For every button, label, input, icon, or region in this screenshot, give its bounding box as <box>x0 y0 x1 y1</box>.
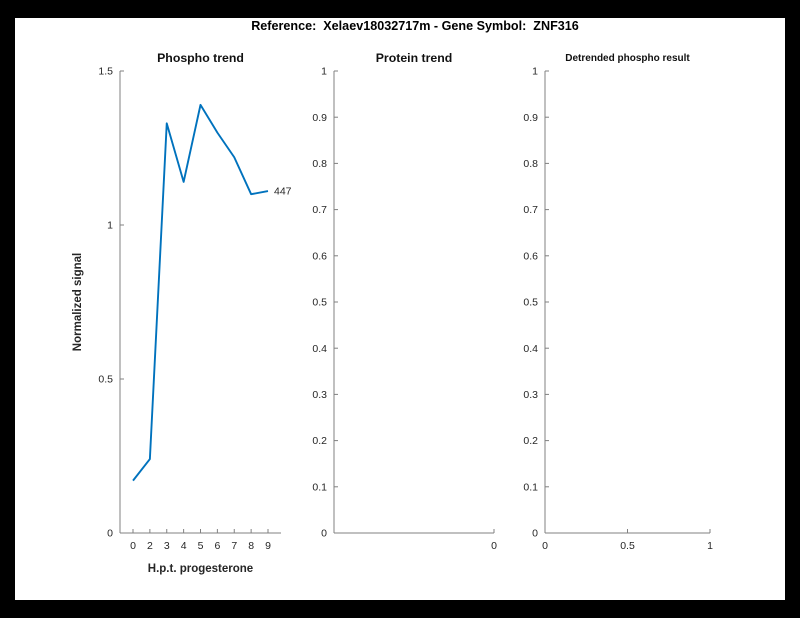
x-tick-label: 0 <box>542 540 548 552</box>
x-axis-label: H.p.t. progesterone <box>148 563 253 575</box>
y-tick-label: 0.1 <box>312 481 327 493</box>
y-axis-label: Normalized signal <box>72 253 84 351</box>
y-tick-label: 0.5 <box>312 297 327 309</box>
subplot-title: Detrended phospho result <box>565 53 690 64</box>
data-line <box>132 103 269 482</box>
y-tick-label: 0.6 <box>523 250 538 262</box>
x-tick-label: 8 <box>248 540 254 552</box>
y-tick-label: 0.1 <box>523 481 538 493</box>
y-tick-label: 0.9 <box>312 112 327 124</box>
subplot-title: Protein trend <box>376 51 453 65</box>
y-tick-label: 1.5 <box>98 66 113 78</box>
y-tick-label: 0.7 <box>523 204 538 216</box>
y-tick-label: 1 <box>532 66 538 78</box>
y-tick-label: 0.6 <box>312 250 327 262</box>
y-tick-label: 0.3 <box>523 389 538 401</box>
x-tick-label: 0 <box>130 540 136 552</box>
subplot-title: Phospho trend <box>157 51 244 65</box>
y-tick-label: 0.5 <box>523 297 538 309</box>
figure-paper <box>15 18 785 600</box>
y-tick-label: 0.3 <box>312 389 327 401</box>
axes-detrended: 0 0.1 0.2 0.3 0.4 0.5 0.6 0.7 0.8 0.9 1 0 0.5 1 <box>523 66 713 552</box>
y-tick-label: 0 <box>107 528 113 540</box>
y-tick-label: 0.8 <box>312 158 327 170</box>
y-tick-label: 0.9 <box>523 112 538 124</box>
y-tick-label: 0 <box>321 528 327 540</box>
figure-title: Reference: Xelaev18032717m - Gene Symbol… <box>251 19 579 33</box>
x-tick-label: 0 <box>491 540 497 552</box>
subplot-detrended-phospho: Detrended phospho result 0 0.1 0.2 0.3 0.4 0.… <box>523 53 713 552</box>
y-tick-label: 0.2 <box>312 435 327 447</box>
subplot-phospho-trend: Phospho trend H.p.t. progesterone Normal… <box>72 51 292 575</box>
y-tick-label: 0.7 <box>312 204 327 216</box>
x-tick-label: 6 <box>214 540 220 552</box>
x-tick-label: 7 <box>231 540 237 552</box>
y-tick-label: 0 <box>532 528 538 540</box>
y-tick-label: 0.4 <box>312 343 327 355</box>
series-end-label: 447 <box>274 186 292 198</box>
y-tick-label: 0.4 <box>523 343 538 355</box>
y-tick-label: 1 <box>321 66 327 78</box>
x-tick-label: 4 <box>181 540 187 552</box>
y-tick-label: 0.5 <box>98 374 113 386</box>
x-tick-label: 0.5 <box>620 540 635 552</box>
axes-protein: 0 0.1 0.2 0.3 0.4 0.5 0.6 0.7 0.8 0.9 1 0 <box>312 66 497 552</box>
x-tick-label: 9 <box>265 540 271 552</box>
x-tick-label: 1 <box>707 540 713 552</box>
x-tick-label: 5 <box>198 540 204 552</box>
subplot-protein-trend: Protein trend 00.10.20.30.40.50.60.70.80… <box>312 51 497 552</box>
y-tick-label: 0.8 <box>523 158 538 170</box>
y-tick-label: 0.2 <box>523 435 538 447</box>
x-tick-label: 2 <box>147 540 153 552</box>
y-tick-label: 1 <box>107 220 113 232</box>
x-tick-label: 3 <box>164 540 170 552</box>
